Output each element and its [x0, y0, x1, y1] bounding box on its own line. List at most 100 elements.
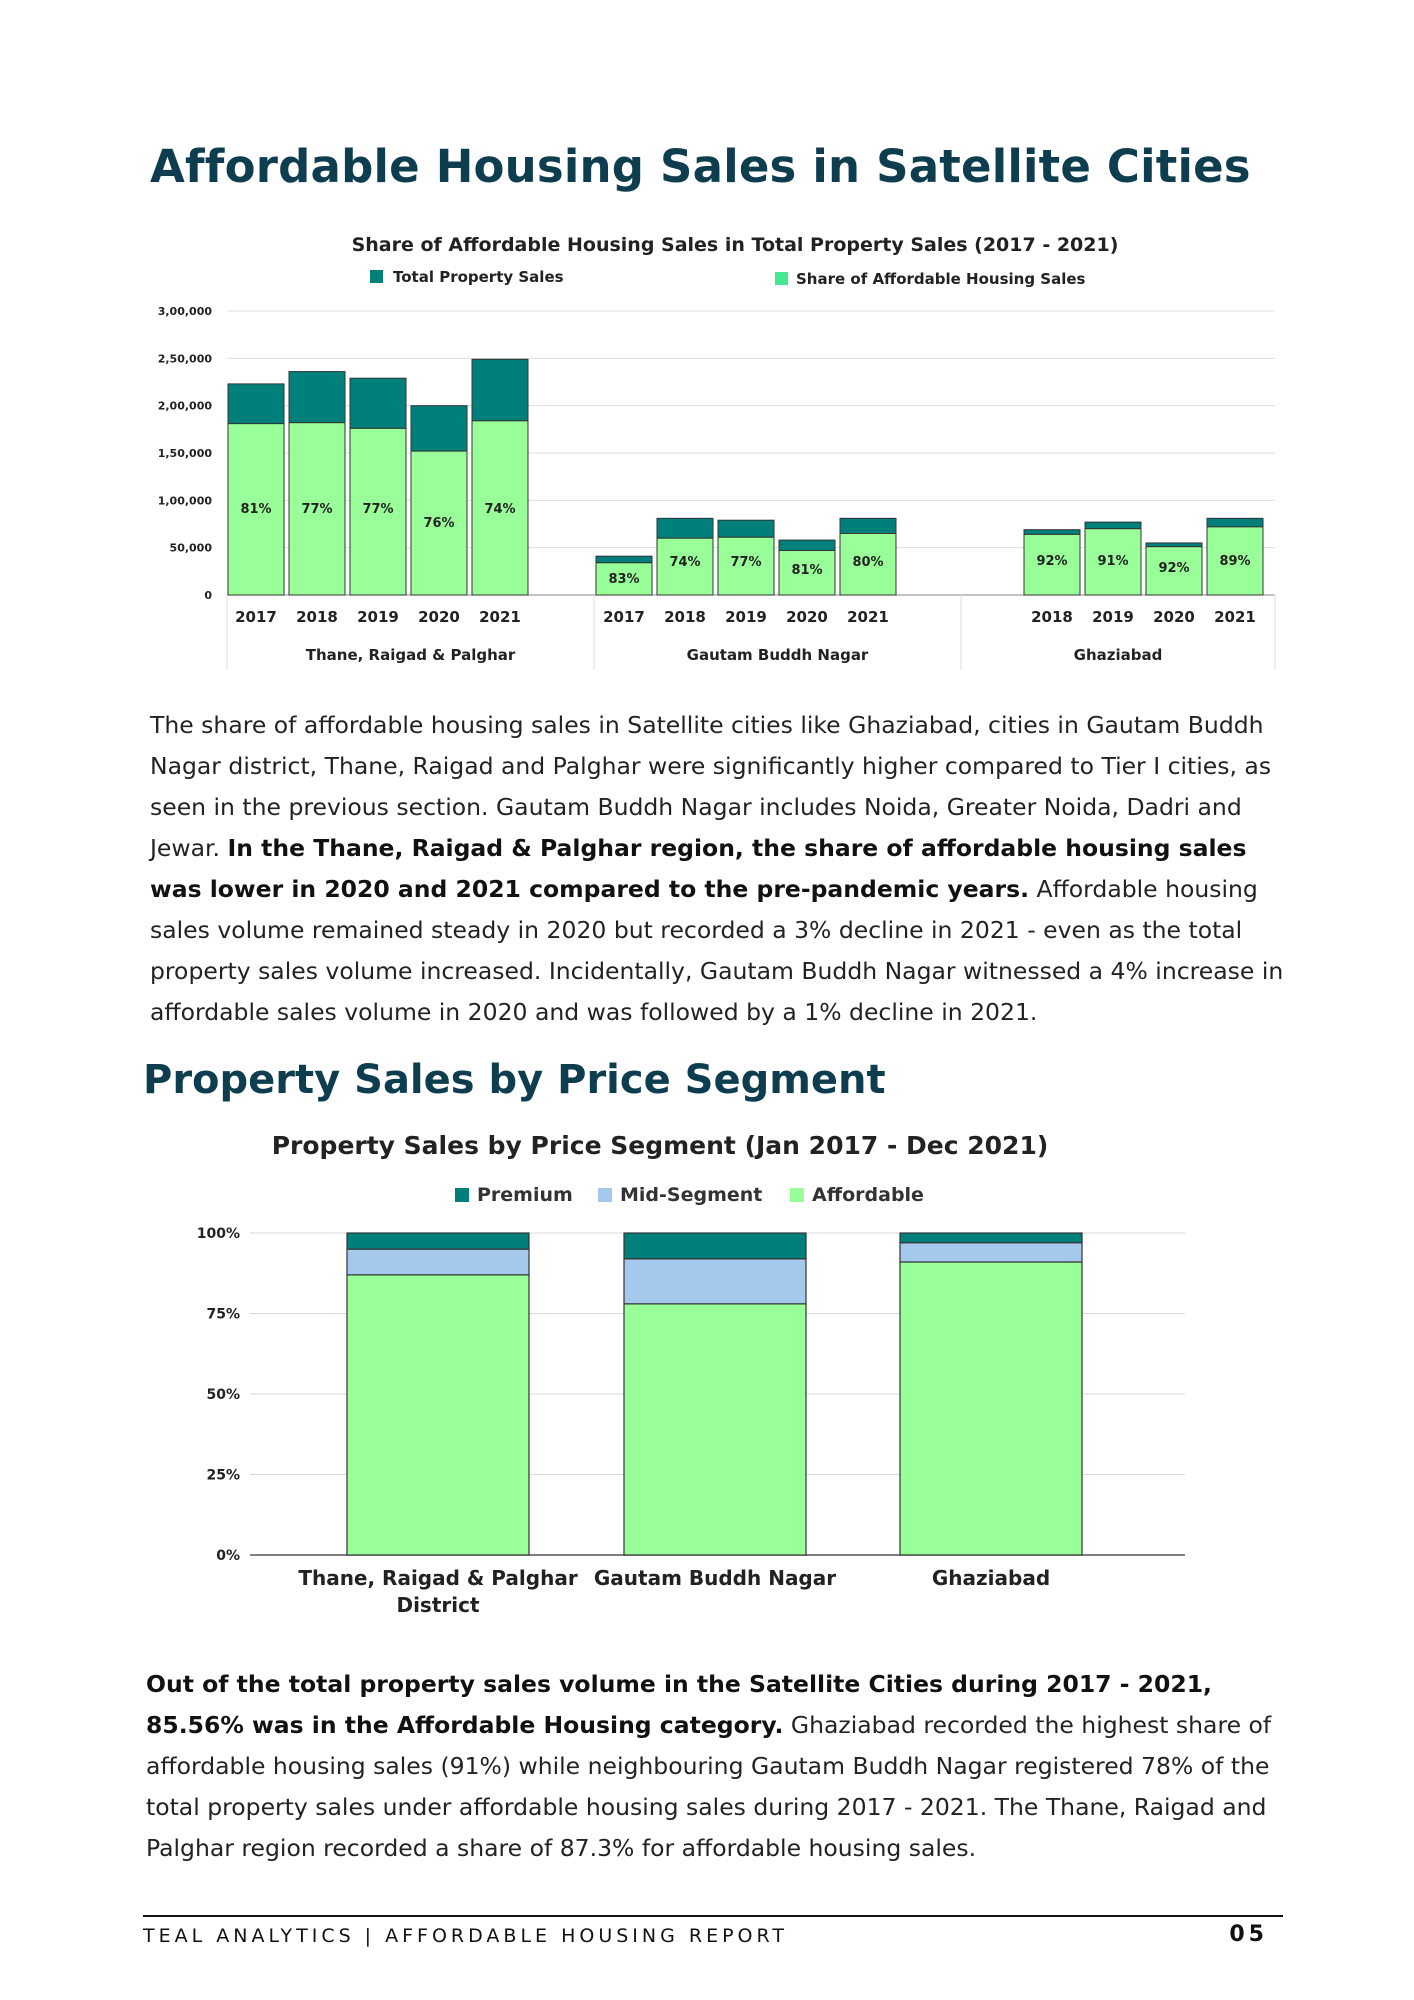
legend-label-total: Total Property Sales: [393, 268, 564, 286]
bar-affordable-segment: [1023, 533, 1081, 596]
group-label: Thane, Raigad & Palghar: [306, 646, 516, 664]
bar-affordable-segment: [410, 450, 468, 596]
bar-affordable-segment: [595, 562, 653, 596]
bar-affordable-segment: [227, 423, 285, 596]
y-tick-label: 0%: [216, 1548, 240, 1564]
chart-title: Property Sales by Price Segment (Jan 201…: [272, 1131, 1049, 1160]
legend-swatch: [455, 1188, 469, 1202]
x-tick-label: 2020: [786, 608, 828, 626]
data-label: 83%: [608, 572, 639, 587]
group-label: Gautam Buddh Nagar: [687, 646, 869, 664]
bar-segment-affordable: [346, 1274, 530, 1556]
y-tick-label: 50,000: [170, 542, 213, 555]
y-tick-label: 100%: [197, 1226, 240, 1242]
bar-total-segment: [1084, 521, 1142, 530]
data-label: 77%: [301, 502, 332, 517]
legend-swatch: [598, 1188, 612, 1202]
bar-affordable-segment: [778, 550, 836, 596]
affordable-share-chart: Share of Affordable Housing Sales in Tot…: [158, 234, 1276, 670]
legend-label: Premium: [477, 1184, 573, 1206]
x-tick-label: 2021: [847, 608, 889, 626]
para1-bold: In the Thane, Raigad & Palghar region, t…: [150, 834, 1247, 903]
x-tick-label: 2017: [235, 608, 277, 626]
x-tick-label: Thane, Raigad & Palghar: [298, 1566, 578, 1590]
para1-text-b: Affordable housing sales volume remained…: [150, 875, 1284, 1026]
y-tick-label: 25%: [206, 1468, 240, 1484]
page-title: Affordable Housing Sales in Satellite Ci…: [150, 140, 1251, 193]
legend-label: Affordable: [812, 1184, 924, 1206]
bar-segment-affordable: [899, 1261, 1083, 1556]
bar-affordable-segment: [288, 422, 346, 596]
bar-total-segment: [471, 358, 529, 422]
y-tick-label: 75%: [206, 1307, 240, 1323]
y-tick-label: 1,00,000: [158, 494, 213, 507]
bar-total-segment: [410, 405, 468, 452]
bar-segment-affordable: [623, 1303, 807, 1556]
data-label: 89%: [1219, 554, 1250, 569]
data-label: 81%: [791, 563, 822, 578]
x-tick-label: Ghaziabad: [932, 1566, 1050, 1590]
para1-text-a: The share of affordable housing sales in…: [150, 711, 1272, 862]
x-tick-label: 2021: [479, 608, 521, 626]
y-tick-label: 1,50,000: [158, 447, 213, 460]
x-tick-label: 2018: [1031, 608, 1073, 626]
bar-total-segment: [349, 377, 407, 429]
x-tick-label: 2021: [1214, 608, 1256, 626]
legend-swatch-total: [370, 270, 383, 283]
bar-segment-mid-segment: [346, 1248, 530, 1276]
y-tick-label: 50%: [206, 1387, 240, 1403]
y-tick-label: 0: [204, 589, 212, 602]
x-tick-label: 2018: [296, 608, 338, 626]
bar-total-segment: [1145, 542, 1203, 548]
page-number: 05: [1229, 1922, 1268, 1947]
bar-segment-mid-segment: [623, 1258, 807, 1305]
chart-title: Share of Affordable Housing Sales in Tot…: [352, 234, 1119, 256]
x-tick-label: 2019: [1092, 608, 1134, 626]
data-label: 92%: [1036, 554, 1067, 569]
bar-affordable-segment: [717, 536, 775, 596]
legend-swatch-affordable: [775, 272, 788, 285]
bar-total-segment: [778, 539, 836, 552]
y-tick-label: 2,00,000: [158, 400, 213, 413]
paragraph-price-segment: Out of the total property sales volume i…: [146, 1664, 1296, 1869]
bar-affordable-segment: [839, 532, 897, 596]
data-label: 74%: [669, 555, 700, 570]
x-tick-label: 2020: [1153, 608, 1195, 626]
data-label: 74%: [484, 502, 515, 517]
x-tick-label: District: [396, 1593, 479, 1617]
data-label: 77%: [730, 555, 761, 570]
data-label: 81%: [240, 502, 271, 517]
bar-segment-mid-segment: [899, 1242, 1083, 1263]
price-segment-chart: Property Sales by Price Segment (Jan 201…: [197, 1131, 1185, 1617]
bar-affordable-segment: [349, 427, 407, 596]
bar-total-segment: [595, 555, 653, 564]
bar-affordable-segment: [1206, 526, 1264, 596]
data-label: 77%: [362, 502, 393, 517]
x-tick-label: 2019: [725, 608, 767, 626]
paragraph-satellite-share: The share of affordable housing sales in…: [150, 705, 1300, 1033]
x-tick-label: Gautam Buddh Nagar: [594, 1566, 836, 1590]
para2-bold: Out of the total property sales volume i…: [146, 1670, 1212, 1739]
x-tick-label: 2019: [357, 608, 399, 626]
bar-total-segment: [227, 383, 285, 425]
data-label: 91%: [1097, 554, 1128, 569]
bar-segment-premium: [346, 1232, 530, 1250]
bar-total-segment: [656, 517, 714, 539]
section-title-price-segment: Property Sales by Price Segment: [143, 1057, 886, 1103]
footer-divider: [143, 1915, 1283, 1917]
legend-label-affordable: Share of Affordable Housing Sales: [796, 270, 1086, 288]
x-tick-label: 2020: [418, 608, 460, 626]
bar-total-segment: [1023, 529, 1081, 535]
data-label: 76%: [423, 516, 454, 531]
legend-label: Mid-Segment: [620, 1184, 762, 1206]
data-label: 92%: [1158, 561, 1189, 576]
bar-total-segment: [717, 519, 775, 538]
bar-affordable-segment: [1145, 546, 1203, 596]
bar-total-segment: [839, 517, 897, 534]
bar-segment-premium: [623, 1232, 807, 1260]
bar-affordable-segment: [656, 537, 714, 596]
legend-swatch: [790, 1188, 804, 1202]
bar-segment-premium: [899, 1232, 1083, 1244]
bar-total-segment: [288, 371, 346, 424]
footer-report-name: TEAL ANALYTICS | AFFORDABLE HOUSING REPO…: [143, 1925, 788, 1947]
